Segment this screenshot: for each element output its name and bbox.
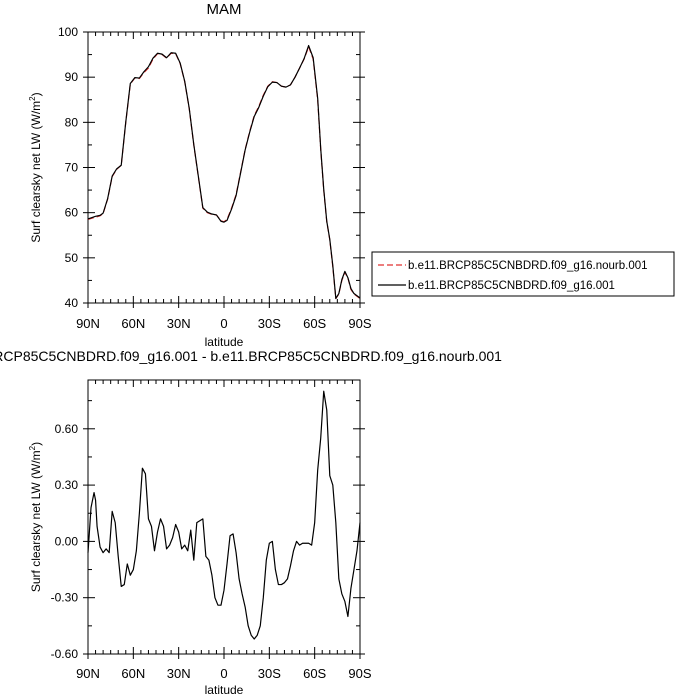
x-tick-label: 90S	[348, 316, 371, 331]
bottom-panel: b.e11.BRCP85C5CNBDRD.f09_g16.001 - b.e11…	[0, 348, 502, 697]
y-tick-label: 70	[65, 161, 79, 175]
y-tick-label: 40	[65, 296, 79, 310]
series-line-0	[87, 46, 361, 300]
legend-box	[371, 251, 675, 297]
legend-label-0: b.e11.BRCP85C5CNBDRD.f09_g16.nourb.001	[408, 260, 648, 272]
chart-title: b.e11.BRCP85C5CNBDRD.f09_g16.001 - b.e11…	[0, 348, 502, 364]
x-tick-label: 30N	[167, 316, 191, 331]
y-axis-label-text: Surf clearsky net LW (W/m	[29, 101, 43, 243]
top-panel: MAM 90N 60N 30N 0 30S 60S 90S 40 50 60 70 80 90 100 lat…	[28, 1, 675, 349]
x-tick-label: 60S	[303, 316, 326, 331]
y-tick-label: 80	[65, 115, 79, 129]
x-tick-label: 60N	[121, 316, 145, 331]
x-tick-label: 60S	[303, 666, 326, 681]
plot-frame	[87, 379, 361, 655]
chart-title: MAM	[207, 1, 242, 18]
x-tick-label: 0	[220, 666, 227, 681]
series-line-1	[87, 44, 361, 300]
y-tick-label: 90	[65, 70, 79, 84]
y-axis-label: Surf clearsky net LW (W/m2)	[28, 442, 43, 592]
x-axis-label: latitude	[205, 683, 244, 697]
y-axis-label-sup: 2	[28, 96, 37, 101]
x-tick-label: 30N	[167, 666, 191, 681]
x-tick-label: 0	[220, 316, 227, 331]
y-tick-label: -0.30	[51, 591, 79, 605]
y-axis-label-tail: )	[29, 442, 43, 446]
series-line-0	[87, 390, 361, 640]
y-tick-label: 60	[65, 206, 79, 220]
x-axis-label: latitude	[205, 335, 244, 349]
x-tick-label: 90N	[76, 666, 100, 681]
x-tick-label: 60N	[121, 666, 145, 681]
y-tick-label: 50	[65, 251, 79, 265]
y-tick-label: 0.30	[55, 478, 79, 492]
y-tick-label: 0.60	[55, 422, 79, 436]
y-tick-label: 0.00	[55, 534, 79, 548]
y-axis-label: Surf clearsky net LW (W/m2)	[28, 92, 43, 242]
x-tick-label: 30S	[258, 316, 281, 331]
y-tick-label: -0.60	[51, 647, 79, 661]
y-axis-label-text: Surf clearsky net LW (W/m	[29, 450, 43, 592]
y-tick-label: 100	[58, 25, 78, 39]
y-axis-label-sup: 2	[28, 445, 37, 450]
x-tick-label: 90N	[76, 316, 100, 331]
x-tick-label: 30S	[258, 666, 281, 681]
x-tick-label: 90S	[348, 666, 371, 681]
y-axis-label-tail: )	[29, 92, 43, 96]
legend-label-1: b.e11.BRCP85C5CNBDRD.f09_g16.001	[408, 280, 615, 292]
plot-frame	[87, 31, 361, 304]
